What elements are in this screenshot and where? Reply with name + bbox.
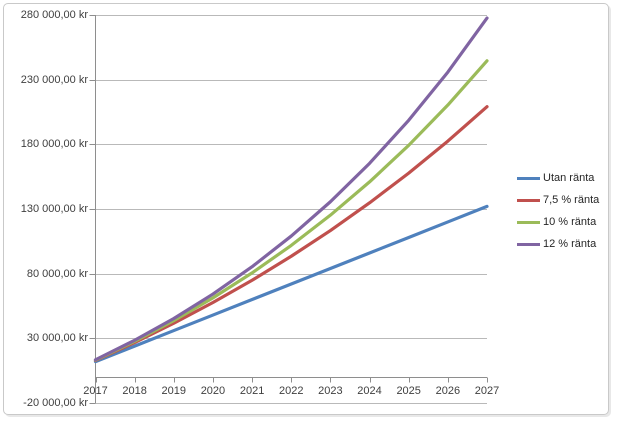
x-tick-label: 2018 xyxy=(122,385,147,397)
x-tick-label: 2025 xyxy=(396,385,421,397)
legend-item: 10 % ränta xyxy=(517,211,596,233)
x-tick-label: 2023 xyxy=(318,385,343,397)
y-tick-label: 230 000,00 kr xyxy=(20,73,88,86)
y-tick-label: -20 000,00 kr xyxy=(23,397,88,409)
legend-item: 12 % ränta xyxy=(517,233,596,255)
legend-color-swatch-icon xyxy=(517,220,540,224)
x-tick-label: 2019 xyxy=(161,385,187,397)
x-tick-label: 2020 xyxy=(200,385,226,397)
legend-label: 7,5 % ränta xyxy=(543,194,600,206)
legend-label: 10 % ränta xyxy=(543,216,597,228)
y-tick-label: 130 000,00 kr xyxy=(20,203,88,215)
x-tick-label: 2021 xyxy=(239,385,265,397)
legend-item: 7,5 % ränta xyxy=(517,189,599,211)
x-tick-label: 2027 xyxy=(474,385,500,397)
x-tick-label: 2024 xyxy=(357,385,382,397)
x-tick-label: 2017 xyxy=(83,385,108,397)
legend-color-swatch-icon xyxy=(517,198,540,202)
chart-border-frame xyxy=(3,3,609,415)
legend-label: Utan ränta xyxy=(543,172,595,184)
y-tick-label: 280 000,00 kr xyxy=(20,9,88,21)
x-tick-label: 2026 xyxy=(435,385,461,397)
series-line xyxy=(93,105,489,363)
legend-color-swatch-icon xyxy=(517,176,540,180)
series-line xyxy=(93,59,489,362)
legend-label: 12 % ränta xyxy=(543,238,597,250)
legend-color-swatch-icon xyxy=(517,242,540,246)
series-line xyxy=(93,204,489,364)
y-tick-label: 80 000,00 kr xyxy=(26,267,88,280)
y-tick-label: 30 000,00 kr xyxy=(26,332,88,345)
series-line xyxy=(93,16,489,362)
legend-item: Utan ränta xyxy=(517,167,594,189)
x-tick-label: 2022 xyxy=(279,385,304,397)
y-tick-label: 180 000,00 kr xyxy=(20,138,88,151)
